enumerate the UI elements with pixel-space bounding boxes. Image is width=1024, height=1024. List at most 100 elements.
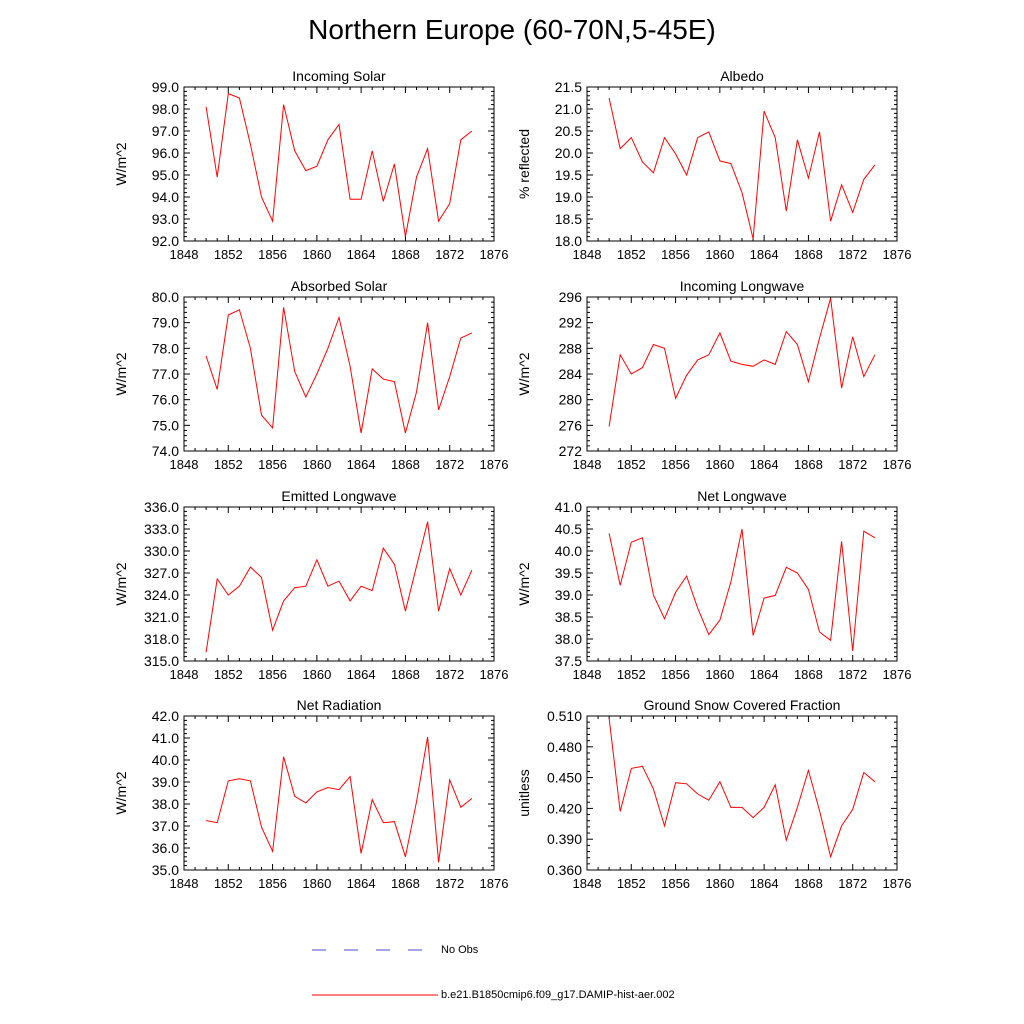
y-tick-label: 18.0 <box>555 233 582 249</box>
y-tick-label: 77.0 <box>152 366 179 382</box>
x-tick-label: 1876 <box>480 457 509 472</box>
x-tick-label: 1876 <box>883 876 912 891</box>
x-tick-label: 1868 <box>391 457 420 472</box>
y-tick-label: 20.0 <box>555 145 582 161</box>
x-tick-label: 1860 <box>705 247 734 262</box>
y-axis-label: W/m^2 <box>113 771 129 814</box>
y-axis-label: W/m^2 <box>113 352 129 395</box>
x-tick-label: 1876 <box>480 247 509 262</box>
x-tick-label: 1852 <box>214 247 243 262</box>
y-tick-label: 78.0 <box>152 340 179 356</box>
series-line <box>608 528 876 651</box>
series-line <box>206 736 473 863</box>
y-axis-label: W/m^2 <box>113 142 129 185</box>
chart-panel-8: Ground Snow Covered Fraction unitless 1848… <box>516 697 911 891</box>
x-tick-label: 1872 <box>435 876 464 891</box>
plot-frame <box>183 86 495 242</box>
y-tick-label: 38.0 <box>152 796 179 812</box>
y-tick-label: 40.5 <box>555 521 582 537</box>
y-tick-label: 324.0 <box>144 587 179 603</box>
y-tick-label: 94.0 <box>152 189 179 205</box>
y-tick-label: 41.0 <box>152 730 179 746</box>
x-tick-label: 1856 <box>258 247 287 262</box>
x-tick-label: 1848 <box>170 667 199 682</box>
x-tick-label: 1860 <box>302 457 331 472</box>
x-tick-label: 1864 <box>750 247 779 262</box>
y-tick-label: 321.0 <box>144 609 179 625</box>
x-tick-label: 1848 <box>170 876 199 891</box>
y-tick-label: 292 <box>559 315 583 331</box>
y-tick-label: 272 <box>559 443 583 459</box>
series-line <box>608 718 876 859</box>
y-tick-label: 330.0 <box>144 543 179 559</box>
y-tick-label: 18.5 <box>555 211 582 227</box>
y-tick-label: 40.0 <box>555 543 582 559</box>
x-tick-label: 1852 <box>214 667 243 682</box>
y-tick-label: 0.450 <box>547 770 582 786</box>
chart-panel-1: Incoming Solar W/m^2 1848 1852 1856 1860 1864 1… <box>113 68 508 262</box>
y-tick-label: 38.0 <box>555 631 582 647</box>
y-tick-label: 315.0 <box>144 653 179 669</box>
y-tick-label: 35.0 <box>152 862 179 878</box>
y-axis-label: W/m^2 <box>113 562 129 605</box>
x-tick-label: 1852 <box>617 247 646 262</box>
x-tick-label: 1860 <box>302 876 331 891</box>
y-tick-label: 0.480 <box>547 739 582 755</box>
y-tick-label: 74.0 <box>152 443 179 459</box>
panel-title: Albedo <box>720 68 764 84</box>
x-tick-label: 1856 <box>661 876 690 891</box>
y-tick-label: 296 <box>559 289 583 305</box>
x-tick-label: 1848 <box>573 457 602 472</box>
y-tick-label: 21.0 <box>555 101 582 117</box>
y-tick-label: 97.0 <box>152 123 179 139</box>
y-axis-label: W/m^2 <box>516 352 532 395</box>
plot-frame <box>183 506 495 662</box>
x-tick-label: 1848 <box>573 876 602 891</box>
x-tick-label: 1852 <box>617 457 646 472</box>
series-line <box>608 298 876 427</box>
x-tick-label: 1860 <box>705 457 734 472</box>
y-tick-label: 19.5 <box>555 167 582 183</box>
y-tick-label: 39.0 <box>152 774 179 790</box>
x-tick-label: 1852 <box>214 876 243 891</box>
y-tick-label: 0.420 <box>547 800 582 816</box>
x-tick-label: 1868 <box>391 876 420 891</box>
x-tick-label: 1864 <box>347 247 376 262</box>
y-tick-label: 280 <box>559 392 583 408</box>
chart-panel-7: Net Radiation W/m^2 1848 1852 1856 1860 1864 18… <box>113 697 508 891</box>
legend-obs-label: No Obs <box>441 944 479 956</box>
x-tick-label: 1872 <box>435 667 464 682</box>
x-tick-label: 1868 <box>391 667 420 682</box>
y-tick-label: 75.0 <box>152 417 179 433</box>
y-axis-label: unitless <box>516 769 532 816</box>
x-tick-label: 1864 <box>347 457 376 472</box>
chart-panel-5: Emitted Longwave W/m^2 1848 1852 1856 1860 186… <box>113 488 508 682</box>
x-tick-label: 1876 <box>883 247 912 262</box>
panel-title: Ground Snow Covered Fraction <box>644 697 841 713</box>
y-axis-label: % reflected <box>516 129 532 199</box>
y-tick-label: 92.0 <box>152 233 179 249</box>
series-line <box>608 97 876 239</box>
y-tick-label: 0.510 <box>547 708 582 724</box>
x-tick-label: 1860 <box>302 667 331 682</box>
y-tick-label: 37.5 <box>555 653 582 669</box>
figure-title: Northern Europe (60-70N,5-45E) <box>308 14 716 45</box>
panel-title: Emitted Longwave <box>281 488 396 504</box>
chart-panel-2: Albedo % reflected 1848 1852 1856 1860 1864 186… <box>516 68 911 262</box>
x-tick-label: 1852 <box>617 876 646 891</box>
y-tick-label: 41.0 <box>555 499 582 515</box>
panel-title: Incoming Solar <box>292 68 386 84</box>
x-tick-label: 1876 <box>883 457 912 472</box>
x-tick-label: 1868 <box>391 247 420 262</box>
x-tick-label: 1872 <box>838 667 867 682</box>
y-tick-label: 93.0 <box>152 211 179 227</box>
y-tick-label: 0.360 <box>547 862 582 878</box>
y-tick-label: 79.0 <box>152 315 179 331</box>
plot-frame <box>183 296 495 452</box>
y-tick-label: 95.0 <box>152 167 179 183</box>
x-tick-label: 1868 <box>794 667 823 682</box>
x-tick-label: 1848 <box>573 247 602 262</box>
y-tick-label: 38.5 <box>555 609 582 625</box>
y-tick-label: 42.0 <box>152 708 179 724</box>
